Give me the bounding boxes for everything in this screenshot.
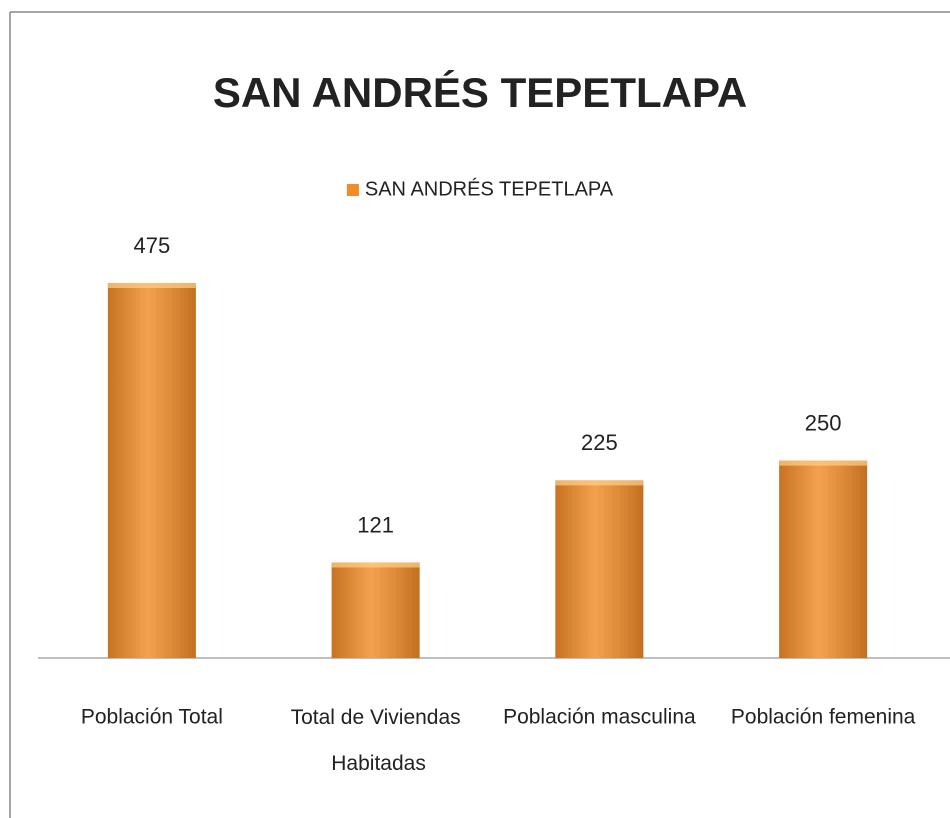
x-tick-label: Población femenina bbox=[731, 706, 916, 729]
x-tick-label: Población Total bbox=[81, 706, 223, 729]
chart-title: SAN ANDRÉS TEPETLAPA bbox=[213, 69, 747, 116]
bar-cap bbox=[555, 480, 644, 486]
bar-cap bbox=[107, 283, 196, 288]
legend: SAN ANDRÉS TEPETLAPA bbox=[346, 177, 614, 200]
legend-label: SAN ANDRÉS TEPETLAPA bbox=[365, 177, 614, 200]
bar-cap bbox=[331, 562, 420, 568]
bar-shade bbox=[779, 460, 868, 658]
data-label: 250 bbox=[805, 410, 842, 435]
data-label: 225 bbox=[581, 430, 618, 455]
legend-swatch bbox=[346, 184, 359, 196]
bar-shade bbox=[331, 562, 420, 658]
data-label: 121 bbox=[357, 512, 394, 537]
data-label: 475 bbox=[134, 233, 171, 258]
x-tick-label: Total de Viviendas Habitadas bbox=[291, 706, 461, 775]
x-tick-label: Población masculina bbox=[503, 706, 696, 729]
bar-cap bbox=[779, 460, 868, 466]
bar-shade bbox=[107, 283, 196, 658]
bar-shade bbox=[555, 480, 644, 658]
